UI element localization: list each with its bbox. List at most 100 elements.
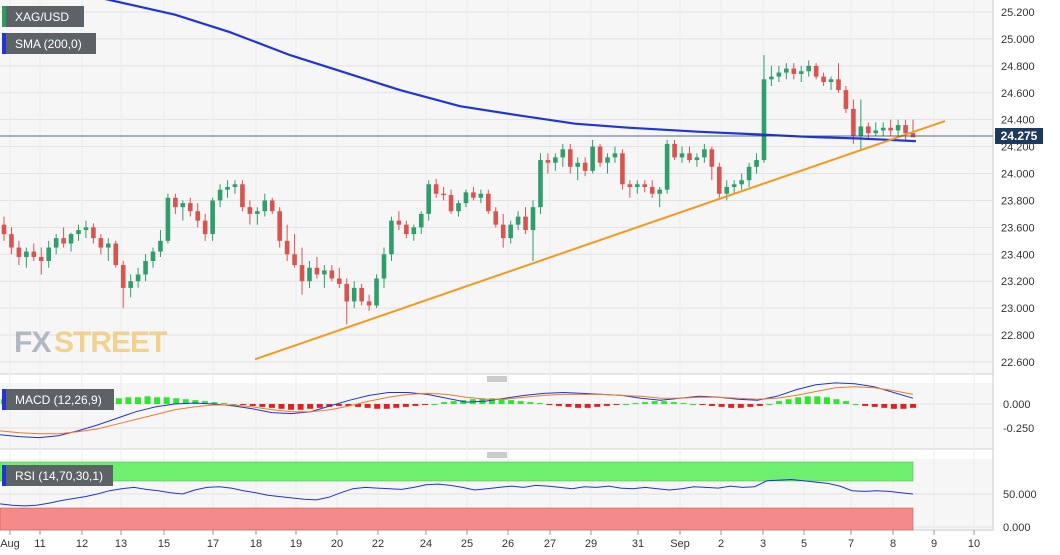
candle <box>448 189 454 214</box>
candle <box>128 274 133 298</box>
candle <box>739 173 744 190</box>
candle <box>113 240 119 268</box>
candle <box>374 274 379 309</box>
macd-histogram-bar <box>297 404 304 410</box>
macd-histogram-bar <box>144 396 151 404</box>
macd-histogram-bar <box>402 404 409 407</box>
x-tick-label: 20 <box>331 538 343 550</box>
x-tick-label: 18 <box>250 538 262 550</box>
candle <box>240 180 245 212</box>
candle <box>232 180 238 194</box>
macd-histogram-bar <box>125 397 132 404</box>
candle <box>299 247 305 295</box>
macd-histogram-bar <box>709 404 716 406</box>
candle <box>493 207 499 228</box>
candle <box>888 119 893 136</box>
y-tick-label: 23.200 <box>1001 276 1035 288</box>
candle <box>590 139 595 174</box>
y-tick-label: 22.800 <box>1001 330 1035 342</box>
x-tick-label: 24 <box>420 538 432 550</box>
macd-histogram-bar <box>603 404 610 406</box>
x-tick-label: 29 <box>585 538 597 550</box>
candle <box>158 230 163 257</box>
macd-histogram-bar <box>173 398 180 404</box>
candle <box>858 99 864 150</box>
rsi-line <box>0 478 914 507</box>
sma-200-line <box>104 0 917 143</box>
candle <box>538 153 543 214</box>
macd-histogram-bar <box>804 396 811 404</box>
y-tick-label: 24.600 <box>1001 88 1035 100</box>
panel-resize-handle[interactable] <box>487 376 507 382</box>
candle <box>165 193 171 244</box>
candle <box>426 180 431 221</box>
candle <box>903 119 908 140</box>
y-tick-label: 23.400 <box>1001 249 1035 261</box>
candle <box>255 207 260 225</box>
macd-histogram-bar <box>536 403 543 405</box>
macd-histogram-bar <box>776 401 783 404</box>
candle <box>582 157 588 177</box>
candle <box>597 143 603 167</box>
candle <box>776 65 782 82</box>
candle <box>225 180 230 198</box>
macd-histogram-bar <box>632 403 639 405</box>
symbol-legend[interactable]: XAG/USD <box>2 6 84 27</box>
candle <box>396 211 402 231</box>
candle <box>769 65 774 87</box>
candle <box>336 267 342 288</box>
y-tick-label: 25.000 <box>1001 34 1035 46</box>
macd-histogram-bar <box>201 401 208 404</box>
macd-histogram-bar <box>613 404 620 405</box>
candle <box>880 122 886 136</box>
candle <box>173 193 178 214</box>
candle <box>806 60 811 77</box>
macd-legend[interactable]: MACD (12,26,9) <box>2 389 114 410</box>
macd-histogram-bar <box>115 398 122 404</box>
macd-panel <box>0 383 993 449</box>
macd-histogram-bar <box>163 397 170 404</box>
panel-resize-handle[interactable] <box>487 452 507 458</box>
candle <box>307 261 312 288</box>
macd-histogram-bar <box>622 404 629 405</box>
x-tick-label: 5 <box>801 538 807 550</box>
candle <box>672 139 677 161</box>
macd-histogram-bar <box>450 401 457 404</box>
macd-histogram-bar <box>814 396 821 404</box>
x-tick-label: 7 <box>848 538 854 550</box>
macd-histogram-bar <box>498 399 505 404</box>
macd-histogram-bar <box>508 400 515 404</box>
candle <box>53 234 59 255</box>
sma-legend[interactable]: SMA (200,0) <box>2 33 96 54</box>
candle <box>731 180 737 194</box>
candle <box>269 197 275 214</box>
macd-histogram-bar <box>316 404 323 408</box>
y-tick-label: 24.000 <box>1001 169 1035 181</box>
macd-histogram-bar <box>747 404 754 407</box>
x-tick-label: 2 <box>718 538 724 550</box>
candle <box>709 146 715 181</box>
rsi-legend[interactable]: RSI (14,70,30,1) <box>2 465 113 486</box>
macd-histogram-bar <box>575 404 582 408</box>
candle <box>262 193 268 217</box>
candle <box>664 139 670 194</box>
candle <box>865 122 871 140</box>
y-tick-label: 23.600 <box>1001 222 1035 234</box>
candle <box>38 247 44 275</box>
candle <box>471 186 476 201</box>
macd-histogram-bar <box>422 404 429 405</box>
candle <box>523 207 528 235</box>
macd-histogram-bar <box>756 404 763 406</box>
candle <box>754 153 759 174</box>
macd-histogram-bar <box>192 400 199 404</box>
x-tick-label: 12 <box>76 538 88 550</box>
candle <box>344 278 350 325</box>
macd-histogram-bar <box>785 399 792 404</box>
macd-histogram-bar <box>412 404 419 406</box>
macd-histogram-bar <box>718 404 725 407</box>
macd-y-tick-label: -0.250 <box>1003 423 1034 435</box>
macd-histogram-bar <box>355 404 362 407</box>
macd-histogram-bar <box>699 404 706 405</box>
candle <box>91 223 96 244</box>
